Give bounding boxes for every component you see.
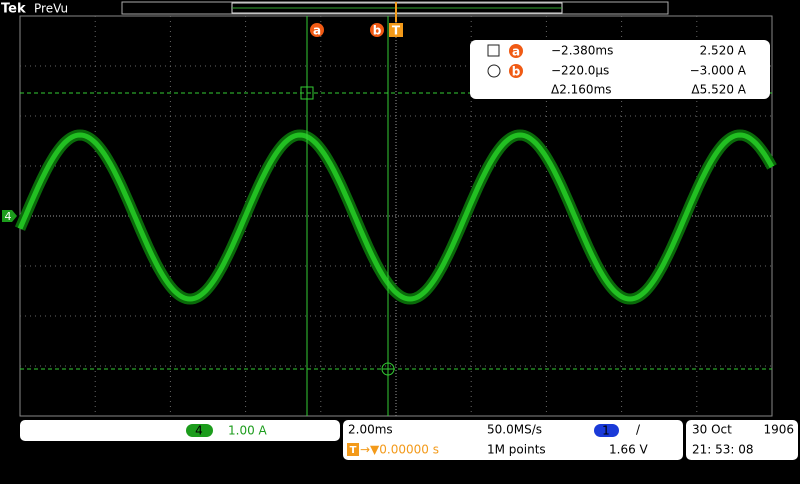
- readout-a-icon: a: [512, 45, 520, 59]
- square-icon: [487, 44, 500, 57]
- channel-box: [20, 420, 340, 441]
- trigger-icon: T: [350, 445, 357, 456]
- channel-marker-badge: [2, 210, 17, 222]
- readout-delta-value: Δ5.520 A: [691, 83, 746, 97]
- trigger-source-pill: [594, 424, 619, 437]
- readout-value: −3.000 A: [690, 64, 747, 78]
- trigger-source: 1: [602, 424, 610, 438]
- time: 21: 53: 08: [692, 443, 754, 457]
- cursor-a-badge: [310, 23, 324, 37]
- readout-a-badge: [509, 44, 523, 58]
- waveform: [17, 132, 775, 302]
- year: 1906: [763, 423, 794, 437]
- trigger-icon-box: [347, 443, 359, 456]
- channel-pill: [186, 424, 213, 437]
- trigger-label: T: [392, 24, 401, 38]
- sample-rate: 50.0MS/s: [487, 423, 542, 437]
- trigger-badge: [389, 23, 403, 37]
- readout-time: −2.380ms: [551, 44, 613, 58]
- channel-number: 4: [195, 424, 203, 438]
- cursor-b-badge: [370, 23, 384, 37]
- time-scale: 2.00ms: [348, 423, 393, 437]
- datetime-box: [686, 420, 798, 460]
- readout-time: −220.0µs: [551, 64, 609, 78]
- readout-value: 2.520 A: [700, 44, 747, 58]
- date: 30 Oct: [692, 423, 732, 437]
- trigger-position: →▼0.00000 s: [360, 443, 439, 457]
- circle-icon: [487, 64, 501, 78]
- trigger-slope: /: [636, 423, 641, 437]
- cursor-a-label: a: [313, 24, 321, 38]
- record-length: 1M points: [487, 443, 546, 457]
- readout-delta-time: Δ2.160ms: [551, 83, 612, 97]
- readout-b-badge: [509, 64, 523, 78]
- readout-box: [470, 40, 770, 99]
- brand: Tek: [1, 2, 26, 17]
- channel-marker: 4: [5, 210, 12, 223]
- mode: PreVu: [34, 2, 68, 16]
- trigger-level: 1.66 V: [609, 443, 649, 457]
- channel-scale: 1.00 A: [228, 424, 268, 438]
- readout-b-icon: b: [512, 65, 521, 79]
- cursor-b-label: b: [373, 24, 382, 38]
- cursor-a-point: [300, 86, 314, 100]
